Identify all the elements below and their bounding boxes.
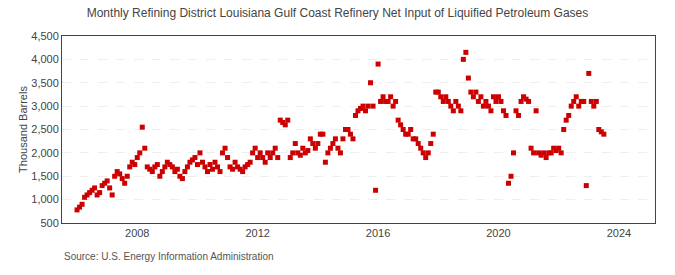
svg-text:4,000: 4,000 xyxy=(31,53,59,65)
svg-text:2,500: 2,500 xyxy=(31,123,59,135)
svg-text:1,500: 1,500 xyxy=(31,170,59,182)
svg-text:2024: 2024 xyxy=(607,227,631,239)
svg-text:500: 500 xyxy=(40,217,58,229)
svg-text:1,000: 1,000 xyxy=(31,193,59,205)
svg-text:Monthly Refining District Loui: Monthly Refining District Louisiana Gulf… xyxy=(87,6,589,20)
svg-text:Source: U.S. Energy Informatio: Source: U.S. Energy Information Administ… xyxy=(64,251,274,262)
svg-text:2008: 2008 xyxy=(125,227,149,239)
svg-text:Thousand Barrels: Thousand Barrels xyxy=(17,86,29,173)
svg-text:2012: 2012 xyxy=(245,227,269,239)
svg-text:4,500: 4,500 xyxy=(31,30,59,42)
svg-text:2,000: 2,000 xyxy=(31,147,59,159)
svg-text:3,000: 3,000 xyxy=(31,100,59,112)
svg-text:2016: 2016 xyxy=(366,227,390,239)
svg-text:2020: 2020 xyxy=(486,227,510,239)
svg-text:3,500: 3,500 xyxy=(31,77,59,89)
